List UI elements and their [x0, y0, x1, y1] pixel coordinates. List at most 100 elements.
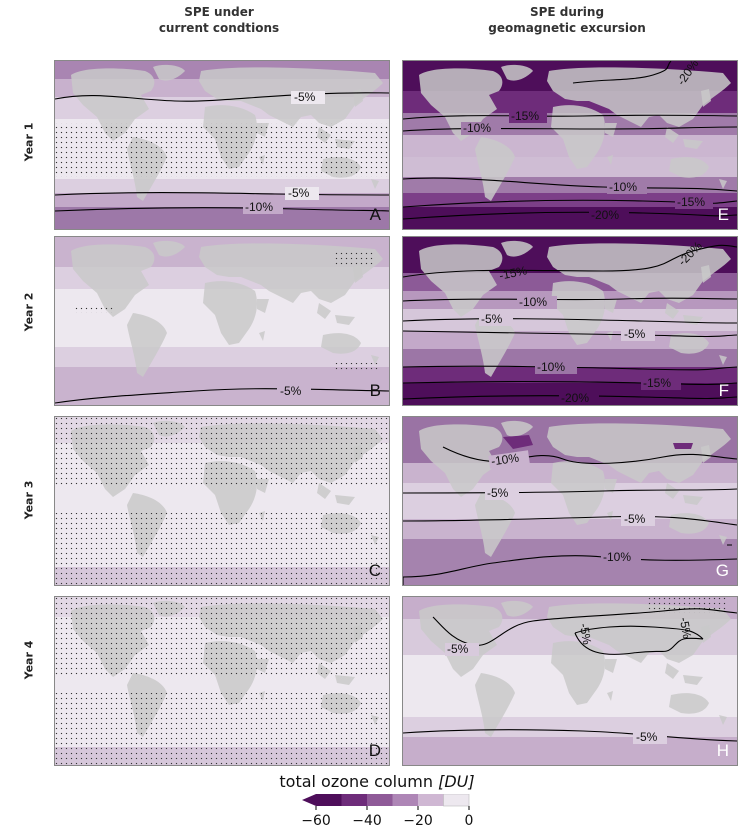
contour-label: -10% — [243, 200, 283, 214]
contour-line — [574, 632, 704, 655]
row-label-year-2: Year 2 — [22, 292, 36, 332]
row-label-year-3: Year 3 — [22, 480, 36, 520]
svg-text:-10%: -10% — [490, 451, 520, 469]
map-panel-a: -5% -5% -10% A — [54, 60, 390, 230]
ozone-patch — [673, 443, 693, 449]
contour-line — [403, 244, 737, 278]
panel-letter: B — [369, 381, 381, 400]
column-title-excursion: SPE during geomagnetic excursion — [402, 4, 732, 36]
significance-stipple — [75, 307, 115, 313]
contour-line — [403, 114, 737, 120]
contour-line — [403, 729, 737, 742]
contour-label: -10% — [607, 180, 647, 194]
panel-letter: A — [369, 205, 381, 224]
significance-stipple — [55, 693, 389, 765]
contour-line — [574, 625, 704, 640]
svg-text:-10%: -10% — [609, 180, 637, 194]
contour-label: -10% — [601, 550, 641, 564]
colorbar-tick-label: 0 — [465, 813, 474, 829]
panel-letter: D — [368, 741, 381, 760]
svg-text:-5%: -5% — [677, 616, 695, 640]
contour-line — [403, 126, 737, 132]
contour-line — [403, 515, 737, 526]
map-panel-h: -5% -5% -5% -5% H — [402, 596, 738, 766]
svg-text:-15%: -15% — [643, 376, 671, 390]
svg-text:-15%: -15% — [498, 263, 529, 283]
contour-line — [403, 555, 737, 585]
map-panel-b: -5% B — [54, 236, 390, 406]
svg-text:-15%: -15% — [511, 109, 539, 123]
colorbar-unit: [DU] — [438, 772, 475, 791]
svg-text:-5%: -5% — [481, 312, 503, 326]
significance-stipple — [55, 417, 389, 487]
contour-label: -10% — [517, 295, 557, 309]
svg-text:-10%: -10% — [245, 200, 273, 214]
contour-label: -15% — [675, 195, 713, 209]
contour-label: -5% — [285, 186, 319, 200]
contour-line — [403, 488, 737, 494]
ozone-patch — [503, 435, 533, 449]
map-panel-f: -20% -15% -10% -5% -5% -10% -15% -20% F — [402, 236, 738, 406]
colorbar-swatch — [418, 794, 444, 806]
significance-stipple — [335, 363, 379, 371]
contour-label: -5% — [621, 327, 655, 341]
ozone-band — [55, 367, 389, 405]
ozone-band — [55, 179, 389, 193]
colorbar-extend-arrow — [302, 794, 316, 806]
ozone-band — [403, 207, 737, 229]
svg-text:-20%: -20% — [561, 391, 589, 405]
contour-label: -15% — [641, 376, 681, 390]
svg-text:-5%: -5% — [288, 186, 310, 200]
panel-letter: F — [718, 381, 729, 400]
ozone-band — [403, 737, 737, 765]
svg-text:-5%: -5% — [294, 90, 316, 104]
contour-line — [403, 199, 737, 208]
contour-line — [432, 608, 737, 646]
map-d — [55, 597, 389, 765]
panel-letter: E — [717, 205, 729, 224]
contour-label: -15% — [509, 109, 547, 123]
colorbar-tick-label: −40 — [352, 813, 382, 829]
contour-line — [55, 388, 389, 404]
significance-stipple — [55, 513, 389, 585]
contour-label: -5% — [445, 642, 479, 656]
column-title-excursion-line1: SPE during — [529, 5, 605, 19]
svg-text:-5%: -5% — [636, 730, 658, 744]
contour-label: -10% — [488, 450, 530, 469]
svg-text:-10%: -10% — [603, 550, 631, 564]
map-panel-c: C — [54, 416, 390, 586]
svg-text:-5%: -5% — [624, 512, 646, 526]
panel-letter: H — [716, 741, 729, 760]
svg-text:-5%: -5% — [447, 642, 469, 656]
colorbar-tick-label: −60 — [301, 813, 331, 829]
map-h: -5% -5% -5% -5% — [403, 597, 737, 765]
contour-line — [55, 192, 389, 196]
contour-line — [403, 318, 737, 324]
svg-text:-5%: -5% — [577, 622, 595, 646]
column-title-excursion-line2: geomagnetic excursion — [488, 21, 646, 35]
contour-label: -20% — [559, 391, 599, 405]
svg-text:-5%: -5% — [624, 327, 646, 341]
contour-label: -5% — [277, 384, 311, 398]
column-title-current: SPE under current condtions — [54, 4, 384, 36]
contour-label: -5% — [291, 90, 325, 104]
contour-label: -5% — [479, 312, 513, 326]
row-label-year-4: Year 4 — [22, 640, 36, 680]
ozone-band — [55, 207, 389, 229]
svg-text:-10%: -10% — [463, 121, 491, 135]
contour-label: -5% — [633, 730, 667, 744]
contour-line — [572, 61, 672, 84]
svg-text:-5%: -5% — [280, 384, 302, 398]
map-e: -20% -15% -10% -10% -15% -20% — [403, 61, 737, 229]
map-panel-g: -10% -5% -5% -10% G — [402, 416, 738, 586]
contour-label: -10% — [461, 121, 501, 135]
svg-text:-10%: -10% — [519, 295, 547, 309]
contour-line — [403, 365, 737, 371]
significance-stipple — [335, 251, 375, 265]
svg-text:-10%: -10% — [537, 360, 565, 374]
contour-label: -10% — [535, 360, 577, 374]
map-b: -5% — [55, 237, 389, 405]
contour-label: -5% — [577, 622, 595, 646]
contour-label: -5% — [621, 512, 655, 526]
colorbar-title: total ozone column [DU] — [0, 772, 754, 791]
